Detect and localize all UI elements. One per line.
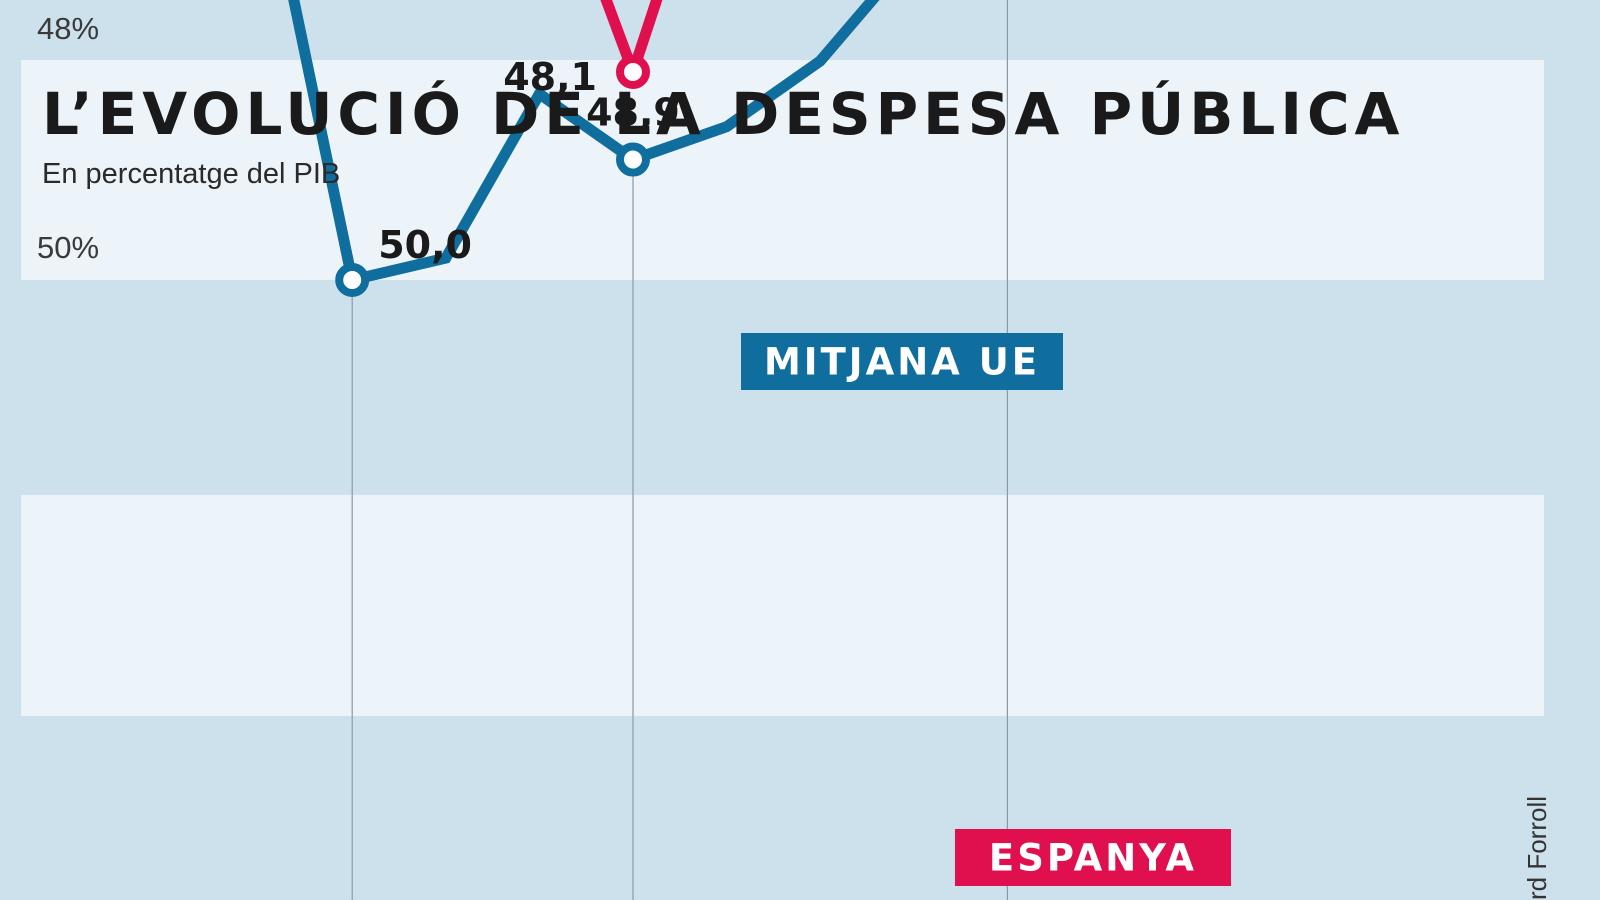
legend-label: ESPANYA (989, 837, 1197, 880)
legend-label: MITJANA UE (764, 341, 1040, 384)
legend-box (741, 333, 1063, 390)
band-middle (21, 495, 1544, 716)
band-top (21, 60, 1544, 280)
data-point (616, 142, 650, 177)
data-point (616, 54, 650, 89)
data-label: 48,1 (503, 55, 597, 99)
legend-box (955, 829, 1231, 886)
data-label: 50,0 (378, 223, 472, 267)
series-line-ue (288, 0, 880, 287)
data-label: 48,9 (586, 91, 680, 135)
y-tick-label: 48% (37, 11, 99, 46)
y-tick-label: 50% (37, 230, 99, 265)
chart-title: L’EVOLUCIÓ DE LA DESPESA PÚBLICA (42, 80, 1405, 148)
chart-subtitle: En percentatge del PIB (42, 158, 341, 190)
chart-credit: rd Forroll (1522, 795, 1552, 900)
data-point (335, 263, 370, 297)
